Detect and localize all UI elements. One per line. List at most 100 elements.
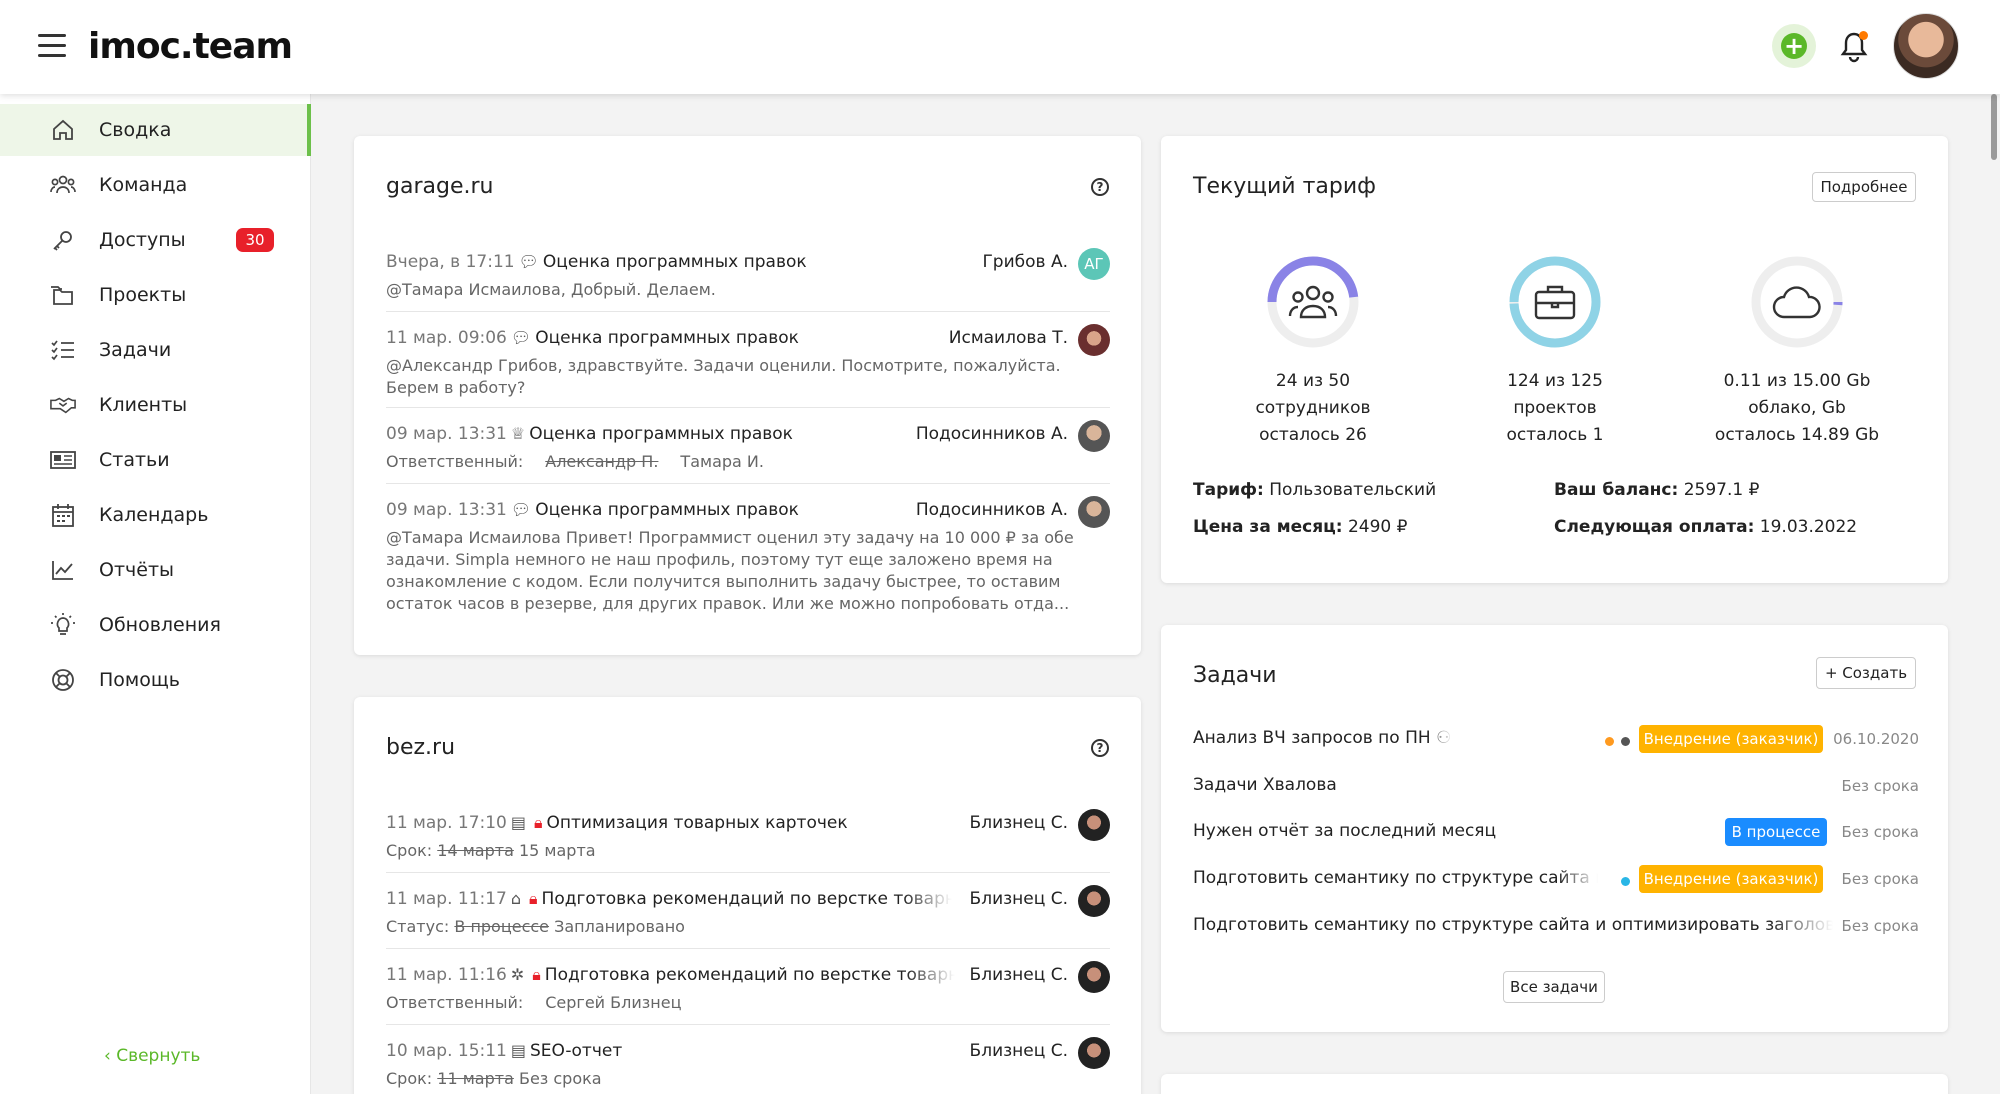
task-name[interactable]: Анализ ВЧ запросов по ПН ⚇ bbox=[1193, 728, 1453, 748]
menu-icon[interactable] bbox=[38, 34, 66, 57]
help-icon[interactable]: ? bbox=[1091, 739, 1109, 757]
task-name[interactable]: Нужен отчёт за последний месяц bbox=[1193, 821, 1497, 841]
task-name[interactable]: Подготовить семантику по структуре сайта… bbox=[1193, 915, 1833, 935]
plus-icon: + bbox=[1781, 33, 1807, 59]
feed-item: 11 мар. 17:10 ▤ 🔒︎ Оптимизация товарных кар… bbox=[386, 809, 1110, 873]
feed-task-link[interactable]: Оценка программных правок bbox=[529, 424, 793, 444]
scrollbar[interactable] bbox=[1988, 94, 2000, 1094]
sidebar-item-label: Обновления bbox=[99, 614, 221, 636]
balance-value: 2597.1 ₽ bbox=[1683, 480, 1760, 500]
stat-value: 124 из 125 bbox=[1507, 371, 1603, 391]
logo[interactable]: imoc.team bbox=[88, 26, 293, 67]
feed-task-link[interactable]: Оценка программных правок bbox=[542, 252, 807, 272]
employees-stats: 24 из 50 сотрудников осталось 26 bbox=[1193, 368, 1433, 449]
scrollbar-thumb[interactable] bbox=[1991, 94, 1997, 160]
sidebar-item-clients[interactable]: Клиенты bbox=[0, 379, 311, 431]
avatar[interactable] bbox=[1078, 809, 1110, 841]
sidebar-item-tasks[interactable]: Задачи bbox=[0, 324, 311, 376]
status-tag[interactable]: Внедрение (заказчик) bbox=[1639, 725, 1823, 753]
new-value: 15 марта bbox=[518, 841, 596, 860]
task-row[interactable]: Задачи Хвалова Без срока bbox=[1193, 772, 1919, 802]
create-task-button[interactable]: + Создать bbox=[1816, 657, 1916, 689]
employees-gauge bbox=[1267, 256, 1359, 348]
sidebar-item-reports[interactable]: Отчёты bbox=[0, 544, 311, 596]
feed-task-link[interactable]: Оптимизация товарных карточек bbox=[546, 813, 848, 833]
comment-icon: 💬︎ bbox=[510, 500, 532, 519]
all-tasks-button[interactable]: Все задачи bbox=[1503, 971, 1605, 1003]
chart-icon bbox=[50, 557, 76, 583]
notification-dot bbox=[1859, 31, 1868, 40]
avatar[interactable] bbox=[1078, 1037, 1110, 1069]
avatar[interactable] bbox=[1078, 885, 1110, 917]
task-date: Без срока bbox=[1841, 870, 1919, 888]
feed-item: 09 мар. 13:31 ♕ Оценка программных правок … bbox=[386, 420, 1110, 484]
sidebar-item-label: Статьи bbox=[99, 449, 170, 471]
collapse-label: Свернуть bbox=[116, 1046, 201, 1066]
avatar[interactable] bbox=[1078, 961, 1110, 993]
avatar[interactable] bbox=[1078, 324, 1110, 356]
avatar[interactable]: АГ bbox=[1078, 248, 1110, 280]
feed-task-link[interactable]: Оценка программных правок bbox=[535, 328, 799, 348]
task-row[interactable]: Нужен отчёт за последний месяц В процесс… bbox=[1193, 818, 1919, 848]
feed-task-link[interactable]: Подготовка рекомендаций по верстке товар… bbox=[544, 965, 955, 985]
feed-author: Грибов А. bbox=[982, 252, 1068, 272]
calendar-icon: ▤ bbox=[510, 1041, 526, 1060]
change-label: Статус: bbox=[386, 917, 450, 936]
sidebar-item-updates[interactable]: Обновления bbox=[0, 599, 311, 651]
feed-task-link[interactable]: Оценка программных правок bbox=[535, 500, 799, 520]
calendar-icon: ▤ bbox=[510, 813, 526, 832]
add-button[interactable]: + bbox=[1772, 24, 1816, 68]
avatar[interactable] bbox=[1078, 496, 1110, 528]
sidebar: Сводка Команда Доступы 30 Проекты Задачи… bbox=[0, 94, 311, 1094]
help-icon[interactable]: ? bbox=[1091, 178, 1109, 196]
task-name[interactable]: Подготовить семантику по структуре сайта… bbox=[1193, 868, 1598, 888]
user-avatar[interactable] bbox=[1893, 13, 1959, 79]
avatar[interactable] bbox=[1078, 420, 1110, 452]
feed-task-link[interactable]: Подготовка рекомендаций по верстке товар… bbox=[541, 889, 952, 909]
feed-task-link[interactable]: SEO-отчет bbox=[530, 1041, 623, 1061]
task-row[interactable]: Подготовить семантику по структуре сайта… bbox=[1193, 865, 1919, 895]
project-title[interactable]: garage.ru bbox=[386, 174, 494, 199]
plan-value: Пользовательский bbox=[1269, 480, 1437, 500]
sidebar-item-team[interactable]: Команда bbox=[0, 159, 311, 211]
sidebar-item-help[interactable]: Помощь bbox=[0, 654, 311, 706]
lock-icon: 🔒︎ bbox=[529, 889, 538, 908]
sidebar-item-label: Календарь bbox=[99, 504, 209, 526]
task-row[interactable]: Анализ ВЧ запросов по ПН ⚇ Внедрение (за… bbox=[1193, 725, 1919, 755]
feed-author: Близнец С. bbox=[969, 1041, 1068, 1061]
notifications-button[interactable] bbox=[1838, 30, 1870, 64]
new-value: Без срока bbox=[518, 1069, 602, 1088]
change-label: Ответственный: bbox=[386, 452, 524, 471]
sidebar-item-summary[interactable]: Сводка bbox=[0, 104, 311, 156]
tag-icon: ⌂ bbox=[510, 889, 522, 908]
project-feed-card: garage.ru ? Вчера, в 17:11 💬︎ Оценка прогр… bbox=[354, 136, 1141, 655]
feed-time: 11 мар. 17:10 bbox=[386, 813, 507, 833]
sidebar-item-access[interactable]: Доступы 30 bbox=[0, 214, 311, 266]
task-name[interactable]: Задачи Хвалова bbox=[1193, 775, 1337, 795]
details-button[interactable]: Подробнее bbox=[1812, 172, 1916, 202]
chevron-left-icon: ‹ bbox=[104, 1046, 117, 1066]
feed-change: Статус: В процессе Запланировано bbox=[386, 916, 1110, 938]
calendar-icon bbox=[50, 502, 76, 528]
cloud-stats: 0.11 из 15.00 Gb облако, Gb осталось 14.89… bbox=[1677, 368, 1917, 449]
price-info: Цена за месяц: 2490 ₽ bbox=[1193, 517, 1407, 537]
create-label: Создать bbox=[1842, 664, 1908, 682]
gear-icon: ✲ bbox=[510, 965, 525, 984]
collapse-sidebar-button[interactable]: ‹ Свернуть bbox=[104, 1046, 200, 1066]
lock-icon: 🔒︎ bbox=[534, 813, 543, 832]
tasks-card: Задачи + Создать Анализ ВЧ запросов по П… bbox=[1161, 625, 1948, 1032]
sidebar-item-articles[interactable]: Статьи bbox=[0, 434, 311, 486]
status-tag[interactable]: В процессе bbox=[1725, 818, 1827, 846]
lock-icon: 🔒︎ bbox=[532, 965, 541, 984]
lifebuoy-icon bbox=[50, 667, 76, 693]
status-tag[interactable]: Внедрение (заказчик) bbox=[1639, 865, 1823, 893]
feed-item: 11 мар. 09:06 💬︎ Оценка программных правок… bbox=[386, 324, 1110, 408]
sidebar-item-projects[interactable]: Проекты bbox=[0, 269, 311, 321]
task-row[interactable]: Подготовить семантику по структуре сайта… bbox=[1193, 912, 1919, 942]
balance-info: Ваш баланс: 2597.1 ₽ bbox=[1554, 480, 1759, 500]
sidebar-item-label: Сводка bbox=[99, 119, 172, 141]
sidebar-item-calendar[interactable]: Календарь bbox=[0, 489, 311, 541]
project-title[interactable]: bez.ru bbox=[386, 735, 456, 760]
sidebar-item-label: Доступы bbox=[99, 229, 186, 251]
feed-author: Близнец С. bbox=[969, 965, 1068, 985]
